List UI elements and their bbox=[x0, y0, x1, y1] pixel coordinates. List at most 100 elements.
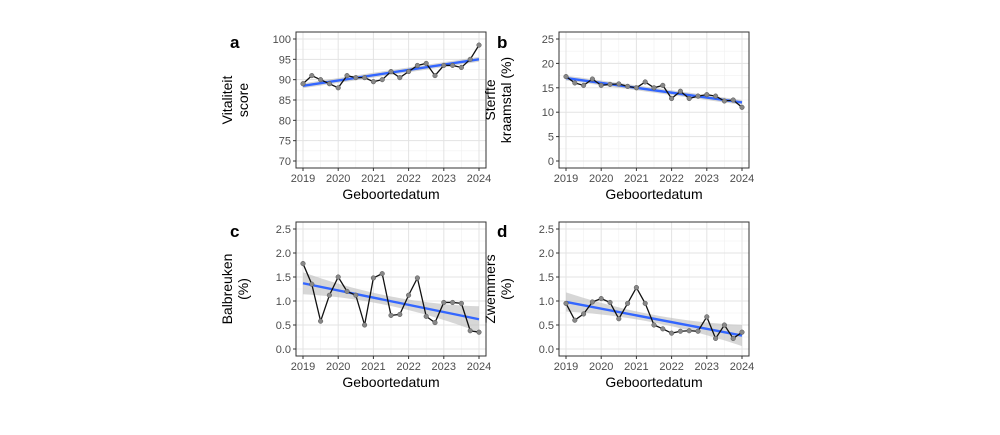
data-point bbox=[607, 299, 613, 305]
x-tick-label: 2022 bbox=[659, 173, 683, 185]
data-point bbox=[370, 79, 376, 85]
data-point bbox=[362, 322, 368, 328]
data-point bbox=[388, 312, 394, 318]
data-point bbox=[713, 335, 719, 341]
x-tick-label: 2023 bbox=[432, 173, 456, 185]
y-tick-label: 1.5 bbox=[276, 272, 291, 284]
data-point bbox=[467, 328, 473, 334]
data-point bbox=[362, 75, 368, 81]
data-point bbox=[441, 62, 447, 68]
x-tick-label: 2021 bbox=[624, 173, 648, 185]
x-tick-label: 2022 bbox=[659, 361, 683, 373]
x-tick-label: 2024 bbox=[467, 173, 491, 185]
x-axis-title: Geboortedatum bbox=[342, 186, 439, 202]
y-tick-label: 85 bbox=[279, 95, 291, 107]
data-point bbox=[353, 292, 359, 298]
x-tick-label: 2021 bbox=[361, 361, 385, 373]
x-axis-title: Geboortedatum bbox=[342, 374, 439, 390]
x-tick-label: 2024 bbox=[730, 173, 754, 185]
data-point bbox=[335, 274, 341, 280]
data-point bbox=[476, 42, 482, 48]
data-point bbox=[450, 62, 456, 68]
data-point bbox=[379, 77, 385, 83]
data-point bbox=[476, 329, 482, 335]
data-point bbox=[704, 314, 710, 320]
y-tick-label: 0.5 bbox=[539, 320, 554, 332]
data-point bbox=[598, 82, 604, 88]
panel-d: 2019 2020 2021 2022 2023 2024 0.0 0.5 1.0 1.5 2.0 2… bbox=[482, 221, 754, 390]
data-point bbox=[739, 104, 745, 110]
data-point bbox=[704, 92, 710, 98]
y-axis-title: (%) bbox=[235, 278, 251, 300]
y-tick-label: 95 bbox=[279, 54, 291, 66]
data-point bbox=[335, 85, 341, 91]
data-point bbox=[572, 80, 578, 86]
data-point bbox=[300, 81, 306, 87]
data-point bbox=[432, 73, 438, 79]
data-point bbox=[589, 299, 595, 305]
x-tick-label: 2020 bbox=[326, 361, 350, 373]
data-point bbox=[458, 300, 464, 306]
data-point bbox=[730, 335, 736, 341]
x-tick-label: 2023 bbox=[695, 173, 719, 185]
data-point bbox=[581, 311, 587, 317]
y-tick-label: 20 bbox=[542, 58, 554, 70]
x-tick-label: 2019 bbox=[554, 173, 578, 185]
data-point bbox=[677, 88, 683, 94]
panel-label: c bbox=[230, 222, 239, 241]
y-tick-label: 5 bbox=[548, 132, 554, 144]
x-tick-label: 2019 bbox=[291, 173, 315, 185]
x-tick-label: 2024 bbox=[467, 361, 491, 373]
x-tick-label: 2020 bbox=[326, 173, 350, 185]
panel-b: 2019 2020 2021 2022 2023 2024 0 5 10 15 20 25 Geboor… bbox=[482, 31, 754, 202]
x-tick-label: 2024 bbox=[730, 361, 754, 373]
x-tick-label: 2022 bbox=[396, 173, 420, 185]
data-point bbox=[721, 98, 727, 104]
data-point bbox=[414, 275, 420, 281]
y-tick-label: 2.0 bbox=[276, 248, 291, 260]
x-tick-label: 2020 bbox=[589, 361, 613, 373]
y-tick-label: 100 bbox=[273, 34, 291, 46]
y-tick-label: 15 bbox=[542, 83, 554, 95]
y-tick-label: 2.5 bbox=[276, 224, 291, 236]
panel-label: d bbox=[497, 222, 507, 241]
y-axis-title: Sterfte bbox=[482, 79, 498, 120]
data-point bbox=[581, 82, 587, 88]
y-axis-title: Vitaliteit bbox=[219, 76, 235, 125]
data-point bbox=[572, 317, 578, 323]
data-point bbox=[616, 81, 622, 87]
data-point bbox=[695, 328, 701, 334]
panel-a: 2019 2020 2021 2022 2023 2024 70 75 80 85 90 95 100 G… bbox=[219, 31, 491, 202]
y-tick-label: 10 bbox=[542, 107, 554, 119]
y-tick-label: 0.5 bbox=[276, 320, 291, 332]
x-tick-label: 2022 bbox=[396, 361, 420, 373]
data-point bbox=[677, 328, 683, 334]
data-point bbox=[406, 292, 412, 298]
data-point bbox=[423, 60, 429, 66]
y-tick-label: 90 bbox=[279, 75, 291, 87]
data-point bbox=[370, 275, 376, 281]
data-point bbox=[686, 95, 692, 102]
data-point bbox=[721, 322, 727, 328]
data-point bbox=[598, 296, 604, 302]
data-point bbox=[309, 73, 315, 79]
x-tick-label: 2021 bbox=[361, 173, 385, 185]
data-point bbox=[651, 322, 657, 328]
y-tick-label: 1.5 bbox=[539, 272, 554, 284]
data-point bbox=[318, 318, 324, 324]
y-axis-title: (%) bbox=[498, 278, 514, 300]
data-point bbox=[642, 300, 648, 306]
x-tick-label: 2021 bbox=[624, 361, 648, 373]
data-point bbox=[309, 281, 315, 287]
x-axis-title: Geboortedatum bbox=[605, 186, 702, 202]
data-point bbox=[651, 85, 657, 91]
data-point bbox=[450, 299, 456, 305]
x-tick-label: 2019 bbox=[291, 361, 315, 373]
y-tick-label: 0.0 bbox=[539, 344, 554, 356]
data-point bbox=[739, 329, 745, 335]
plot-border bbox=[558, 221, 750, 357]
data-point bbox=[397, 311, 403, 317]
data-point bbox=[589, 76, 595, 82]
y-axis-title: Zwemmers bbox=[482, 254, 498, 323]
